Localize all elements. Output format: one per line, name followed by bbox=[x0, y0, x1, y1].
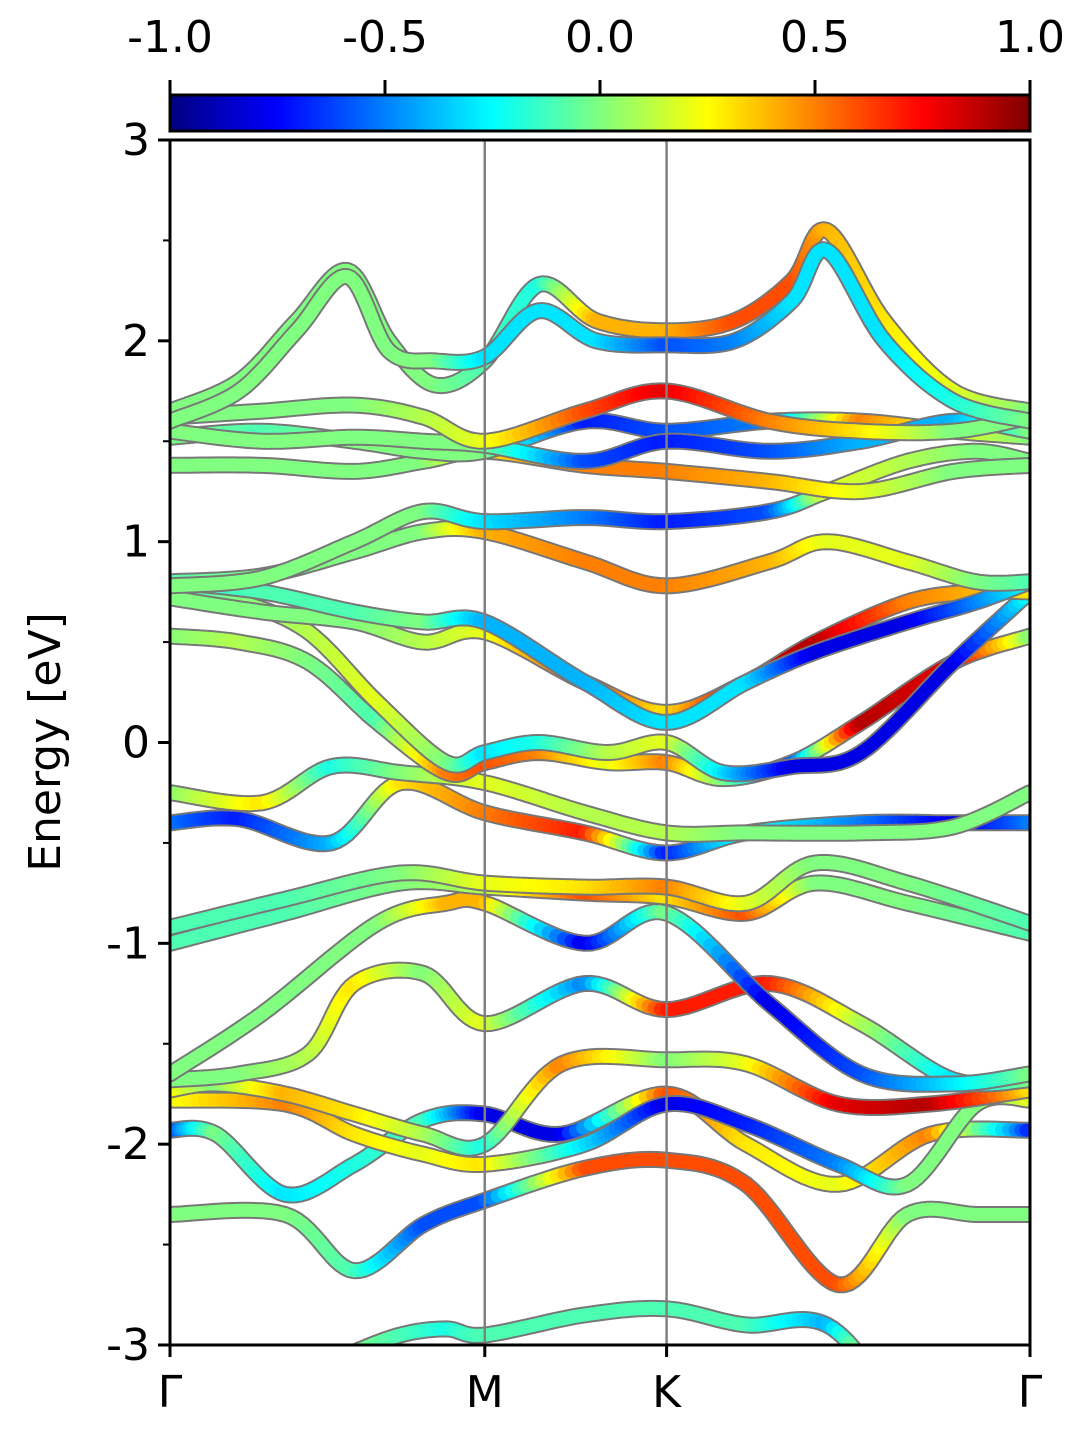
y-tick-label: 0 bbox=[122, 718, 150, 769]
band-11 bbox=[170, 756, 1030, 843]
band-segment bbox=[336, 1359, 340, 1361]
band-segment bbox=[848, 1342, 860, 1345]
band-segment bbox=[188, 1401, 196, 1402]
band-segment bbox=[262, 1389, 271, 1391]
band-segment bbox=[340, 1357, 344, 1359]
band-segment bbox=[915, 1410, 924, 1415]
band-outline bbox=[170, 756, 1030, 843]
band-segment bbox=[357, 1340, 374, 1345]
y-axis: -3 -2 -1 0 1 2 3 bbox=[106, 115, 170, 1371]
band-segment bbox=[297, 1379, 302, 1381]
band-23 bbox=[170, 241, 1030, 430]
band-segment bbox=[324, 1366, 328, 1368]
colorbar-ticks: -1.0 -0.5 0.0 0.5 1.0 bbox=[127, 12, 1065, 95]
colorbar: -1.0 -0.5 0.0 0.5 1.0 bbox=[127, 12, 1065, 133]
band-4 bbox=[170, 1088, 1030, 1196]
band-segment bbox=[271, 1387, 279, 1389]
x-tick-label: M bbox=[466, 1367, 504, 1418]
band-segment bbox=[953, 1431, 963, 1436]
band-1 bbox=[188, 1299, 973, 1440]
band-segment bbox=[224, 1396, 234, 1398]
band-outline bbox=[349, 1299, 862, 1345]
band-segment bbox=[320, 1368, 324, 1370]
band-segment bbox=[253, 1391, 262, 1393]
band-segment bbox=[316, 1370, 320, 1372]
colorbar-gradient bbox=[168, 93, 1032, 133]
x-tick-label: K bbox=[652, 1367, 682, 1418]
colorbar-tick-label: -1.0 bbox=[127, 12, 213, 63]
colorbar-tick-label: -0.5 bbox=[342, 12, 428, 63]
y-tick-label: 3 bbox=[122, 115, 150, 166]
high-symmetry-lines bbox=[483, 140, 668, 1345]
band-segment bbox=[214, 1397, 224, 1399]
band-segment bbox=[312, 1372, 316, 1374]
band-segment bbox=[865, 1361, 870, 1368]
band-segment bbox=[347, 1353, 351, 1355]
bands-layer bbox=[170, 221, 1030, 1440]
y-tick-label: -1 bbox=[106, 918, 150, 969]
colorbar-tick-label: 0.0 bbox=[565, 12, 635, 63]
band-segment bbox=[234, 1394, 244, 1396]
y-tick-label: 2 bbox=[122, 316, 150, 367]
band-segment bbox=[243, 1392, 253, 1394]
band-segment bbox=[963, 1436, 973, 1440]
band-segment bbox=[924, 1415, 933, 1420]
band-segment bbox=[907, 1405, 915, 1410]
band-segment bbox=[302, 1377, 307, 1379]
band-7 bbox=[170, 890, 1030, 1093]
band-segment bbox=[278, 1385, 285, 1387]
band-segment bbox=[354, 1343, 364, 1345]
band-segment bbox=[859, 1355, 864, 1362]
band-segment bbox=[343, 1355, 347, 1357]
colorbar-tick-label: 1.0 bbox=[995, 12, 1065, 63]
y-tick-label: 1 bbox=[122, 517, 150, 568]
band-segment bbox=[943, 1426, 953, 1431]
band-segment bbox=[894, 1394, 901, 1400]
band-segment bbox=[352, 1352, 356, 1354]
band-segment bbox=[196, 1400, 205, 1401]
band-segment bbox=[355, 1341, 370, 1345]
band-segment bbox=[291, 1381, 297, 1383]
band-segment bbox=[887, 1388, 893, 1394]
band-segment bbox=[307, 1375, 312, 1377]
band-segment bbox=[933, 1421, 943, 1426]
band-segment bbox=[870, 1368, 876, 1375]
y-axis-label: Energy [eV] bbox=[20, 612, 71, 872]
band-5 bbox=[170, 1047, 1030, 1157]
y-tick-label: -3 bbox=[106, 1320, 150, 1371]
colorbar-tick-label: 0.5 bbox=[780, 12, 850, 63]
x-tick-label: Γ bbox=[1018, 1367, 1043, 1418]
band-17 bbox=[170, 442, 1030, 595]
band-segment bbox=[328, 1363, 332, 1365]
y-tick-label: -2 bbox=[106, 1119, 150, 1170]
band-segment bbox=[876, 1375, 882, 1382]
band-segment bbox=[332, 1361, 336, 1363]
band-segment bbox=[205, 1399, 214, 1400]
band-12 bbox=[170, 627, 1030, 788]
band-segment bbox=[285, 1383, 291, 1385]
band-20 bbox=[170, 412, 1030, 470]
x-tick-label: Γ bbox=[158, 1367, 183, 1418]
band-segment bbox=[900, 1400, 907, 1405]
band-segment bbox=[881, 1381, 887, 1388]
band-2 bbox=[170, 1150, 1030, 1294]
band-6 bbox=[170, 961, 1030, 1093]
